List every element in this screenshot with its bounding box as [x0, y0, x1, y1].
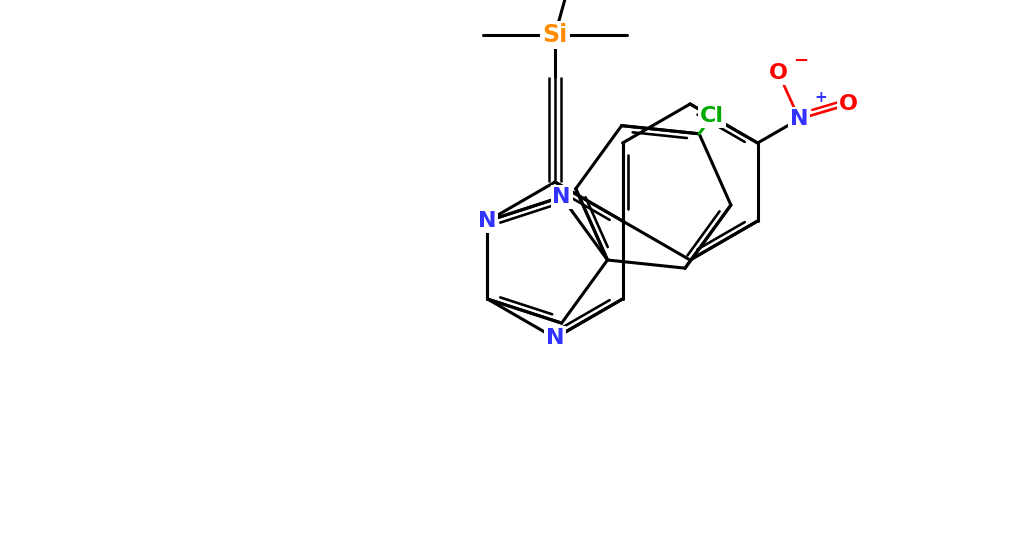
Text: N: N — [545, 328, 565, 348]
Text: Si: Si — [542, 23, 568, 47]
Text: N: N — [552, 187, 571, 207]
Text: +: + — [815, 89, 827, 105]
Text: O: O — [839, 94, 858, 115]
Text: Cl: Cl — [700, 106, 724, 126]
Text: O: O — [769, 63, 788, 83]
Text: −: − — [793, 52, 808, 70]
Text: N: N — [478, 211, 497, 231]
Text: N: N — [790, 109, 808, 129]
